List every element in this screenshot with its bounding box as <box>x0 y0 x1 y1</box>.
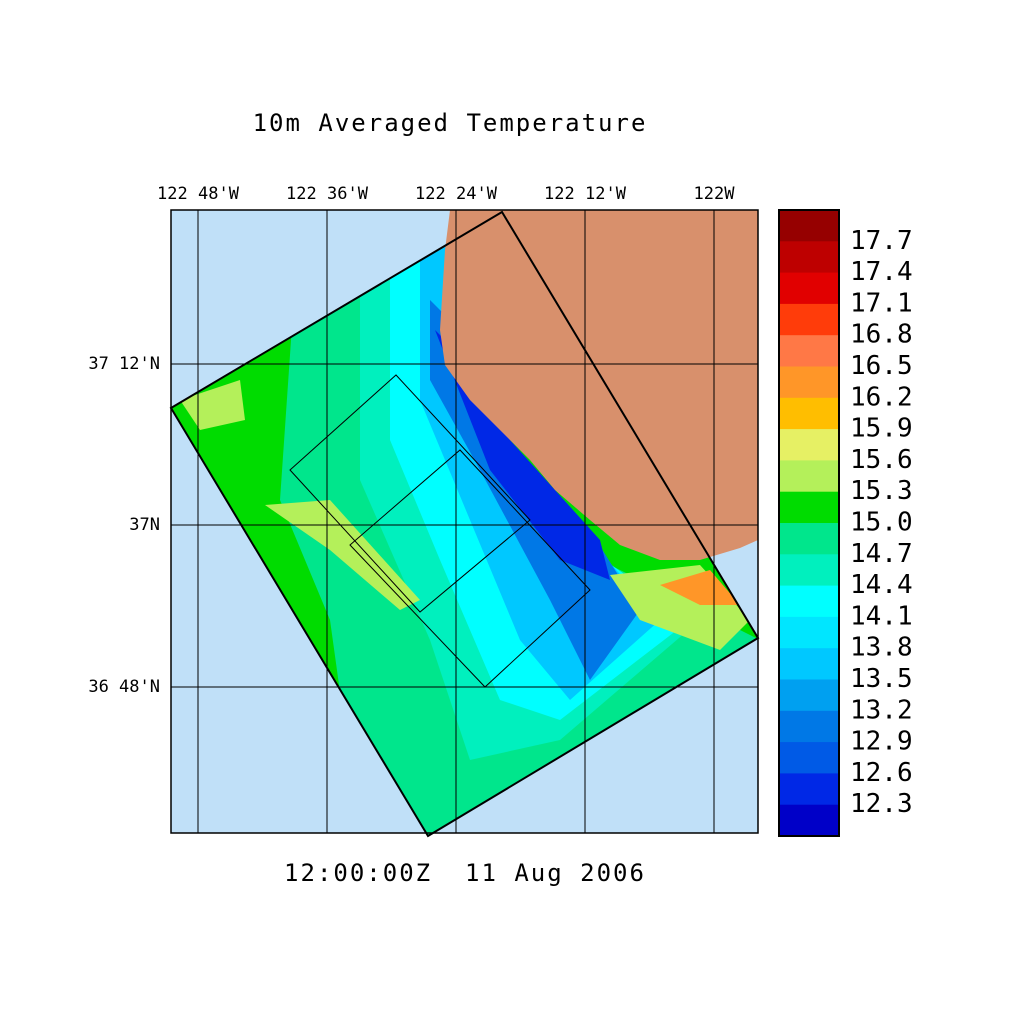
colorbar-segment <box>779 272 839 305</box>
colorbar-segment <box>779 648 839 680</box>
colorbar-segment <box>779 710 839 743</box>
colorbar-segment <box>779 491 839 524</box>
colorbar-segment <box>779 397 839 430</box>
colorbar-segment <box>779 585 839 618</box>
colorbar-segment <box>779 460 839 493</box>
time-label: 12:00:00Z 11 Aug 2006 <box>284 859 646 887</box>
colorbar-label: 17.4 <box>850 257 913 287</box>
colorbar: 17.717.417.116.816.516.215.915.615.315.0… <box>778 209 913 837</box>
map-frame <box>170 209 759 834</box>
longitude-label: 122 12'W <box>544 184 627 204</box>
colorbar-segment <box>779 335 839 367</box>
colorbar-label: 15.6 <box>850 445 913 475</box>
colorbar-label: 13.8 <box>850 633 913 663</box>
subdomain-box <box>349 449 591 688</box>
colorbar-label: 14.4 <box>850 570 913 600</box>
colorbar-label: 14.1 <box>850 601 913 631</box>
colorbar-label: 12.6 <box>850 758 913 788</box>
colorbar-segment <box>779 679 839 712</box>
colorbar-segment <box>779 742 839 774</box>
colorbar-label: 15.0 <box>850 508 913 538</box>
latitude-label: 37 12'N <box>88 354 160 374</box>
longitude-label: 122W <box>694 184 736 204</box>
colorbar-label: 14.7 <box>850 539 913 569</box>
colorbar-segment <box>779 241 839 274</box>
colorbar-segment <box>779 523 839 555</box>
colorbar-label: 16.5 <box>850 351 913 381</box>
colorbar-segment <box>779 773 839 806</box>
colorbar-frame <box>778 209 840 837</box>
colorbar-label: 15.9 <box>850 414 913 444</box>
colorbar-label: 17.1 <box>850 288 913 318</box>
colorbar-label: 15.3 <box>850 476 913 506</box>
land <box>440 210 758 560</box>
colorbar-label: 12.9 <box>850 727 913 757</box>
colorbar-segment <box>779 429 839 461</box>
longitude-label: 122 24'W <box>415 184 498 204</box>
colorbar-segment <box>779 366 839 399</box>
colorbar-segment <box>779 303 839 336</box>
longitude-label: 122 48'W <box>157 184 240 204</box>
colorbar-segment <box>779 210 839 242</box>
latitude-label: 37N <box>129 515 160 535</box>
colorbar-label: 16.2 <box>850 382 913 412</box>
colorbar-segment <box>779 616 839 649</box>
colorbar-label: 17.7 <box>850 226 913 256</box>
colorbar-label: 13.2 <box>850 695 913 725</box>
graticule <box>171 210 758 833</box>
colorbar-segment <box>779 554 839 587</box>
longitude-label: 122 36'W <box>286 184 369 204</box>
colorbar-label: 16.8 <box>850 320 913 350</box>
latitude-label: 36 48'N <box>88 677 160 697</box>
colorbar-label: 13.5 <box>850 664 913 694</box>
colorbar-label: 12.3 <box>850 789 913 819</box>
subdomain-box <box>289 374 531 613</box>
colorbar-segment <box>779 804 839 837</box>
map-title: 10m Averaged Temperature <box>253 109 648 137</box>
